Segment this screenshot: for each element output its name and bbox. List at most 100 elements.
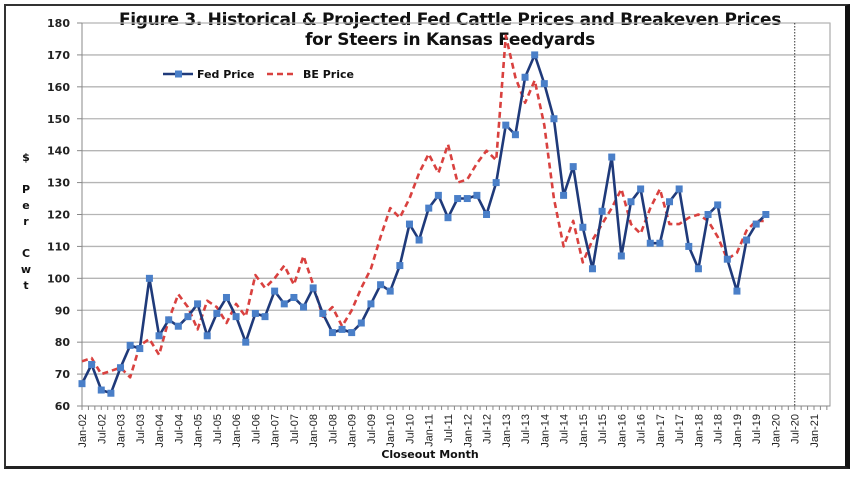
x-tick-label: Jan-07 xyxy=(270,414,282,448)
chart-title-line2: for Steers in Kansas Feedyards xyxy=(305,30,595,50)
y-axis-label-char: w xyxy=(20,263,32,276)
x-tick-label: Jan-12 xyxy=(462,414,474,448)
x-tick-label: Jul-13 xyxy=(520,414,532,444)
y-axis-label-char: e xyxy=(22,199,30,212)
x-tick-label: Jan-16 xyxy=(616,414,628,448)
fed-price-point xyxy=(203,332,211,340)
fed-price-point xyxy=(126,341,134,349)
fed-price-point xyxy=(405,220,413,228)
x-tick-label: Jan-21 xyxy=(809,414,821,448)
x-tick-label: Jul-09 xyxy=(366,414,378,444)
fed-price-point xyxy=(569,163,577,171)
y-axis-label-char: t xyxy=(23,279,29,292)
y-tick-label: 140 xyxy=(47,145,70,158)
fed-price-point xyxy=(511,131,519,139)
x-tick-label: Jul-07 xyxy=(289,414,301,444)
x-tick-label: Jul-11 xyxy=(443,414,455,443)
y-tick-label: 110 xyxy=(47,240,70,253)
chart-frame xyxy=(4,4,850,469)
fed-price-point xyxy=(723,255,731,263)
y-tick-label: 180 xyxy=(47,17,70,30)
x-tick-label: Jan-03 xyxy=(116,414,128,448)
fed-price-point xyxy=(685,242,693,250)
y-tick-label: 60 xyxy=(55,400,71,413)
x-tick-label: Jan-18 xyxy=(693,414,705,448)
x-tick-label: Jul-08 xyxy=(327,414,339,444)
fed-price-point xyxy=(155,332,163,340)
fed-price-point xyxy=(415,236,423,244)
fed-price-point xyxy=(88,361,96,369)
x-tick-label: Jul-04 xyxy=(173,414,185,444)
fed-price-point xyxy=(174,322,182,330)
fed-price-point xyxy=(348,329,356,337)
y-axis-label-char: $ xyxy=(22,151,30,164)
y-axis-label-char: r xyxy=(23,215,29,228)
x-tick-label: Jul-02 xyxy=(96,414,108,444)
y-tick-label: 100 xyxy=(47,272,70,285)
fed-price-point xyxy=(666,198,674,206)
x-tick-label: Jan-20 xyxy=(770,414,782,448)
fed-price-point xyxy=(617,252,625,260)
x-tick-label: Jul-12 xyxy=(482,414,494,444)
fed-price-point xyxy=(222,293,230,301)
fed-price-point xyxy=(588,265,596,273)
fed-price-point xyxy=(531,51,539,59)
x-tick-label: Jan-05 xyxy=(193,414,205,448)
fed-price-point xyxy=(78,380,86,388)
fed-price-point xyxy=(627,198,635,206)
x-tick-label: Jul-14 xyxy=(559,414,571,444)
fed-price-point xyxy=(280,300,288,308)
fed-price-point xyxy=(752,220,760,228)
fed-price-point xyxy=(560,191,568,199)
fed-price-point xyxy=(473,191,481,199)
fed-price-point xyxy=(733,287,741,295)
fed-price-point xyxy=(521,73,529,81)
fed-price-point xyxy=(309,284,317,292)
fed-price-point xyxy=(261,313,269,321)
fed-price-point xyxy=(714,201,722,209)
x-tick-label: Jul-17 xyxy=(674,414,686,444)
x-tick-label: Jul-20 xyxy=(790,414,802,444)
fed-price-point xyxy=(145,274,153,282)
fed-price-point xyxy=(357,319,365,327)
fed-price-point xyxy=(646,239,654,247)
fed-price-point xyxy=(675,185,683,193)
x-tick-label: Jan-10 xyxy=(385,414,397,448)
legend-be-label: BE Price xyxy=(303,68,354,81)
fed-price-point xyxy=(483,211,491,218)
x-tick-label: Jan-06 xyxy=(231,414,243,448)
fed-price-point xyxy=(194,300,202,308)
fed-price-point xyxy=(550,115,558,123)
x-tick-label: Jan-17 xyxy=(655,414,667,448)
y-tick-label: 80 xyxy=(55,336,71,349)
chart-title: Figure 3. Historical & Projected Fed Cat… xyxy=(100,10,800,50)
fed-price-point xyxy=(598,207,606,215)
fed-price-point xyxy=(367,300,375,308)
fed-price-point xyxy=(454,195,462,203)
x-tick-label: Jul-18 xyxy=(713,414,725,444)
fed-price-point xyxy=(463,195,471,203)
x-tick-label: Jul-10 xyxy=(404,414,416,444)
fed-price-point xyxy=(762,211,770,218)
fed-price-point xyxy=(290,293,298,301)
fed-price-point xyxy=(694,265,702,273)
fed-price-point xyxy=(184,313,192,321)
fed-price-point xyxy=(434,191,442,199)
fed-price-point xyxy=(377,281,385,289)
x-tick-label: Jul-15 xyxy=(597,414,609,444)
fed-price-point xyxy=(608,153,616,161)
fed-price-point xyxy=(251,309,259,317)
fed-price-point xyxy=(540,80,548,88)
chart-title-line1: Figure 3. Historical & Projected Fed Cat… xyxy=(118,10,782,30)
fed-price-point xyxy=(386,287,394,295)
legend-fed-label: Fed Price xyxy=(197,68,254,81)
y-axis-label-char: C xyxy=(21,247,31,260)
y-tick-label: 90 xyxy=(55,304,71,317)
x-tick-label: Jan-14 xyxy=(539,414,551,448)
fed-price-point xyxy=(637,185,645,193)
x-tick-label: Jan-08 xyxy=(308,414,320,448)
legend-fed-marker xyxy=(175,70,182,78)
y-tick-label: 150 xyxy=(47,113,70,126)
